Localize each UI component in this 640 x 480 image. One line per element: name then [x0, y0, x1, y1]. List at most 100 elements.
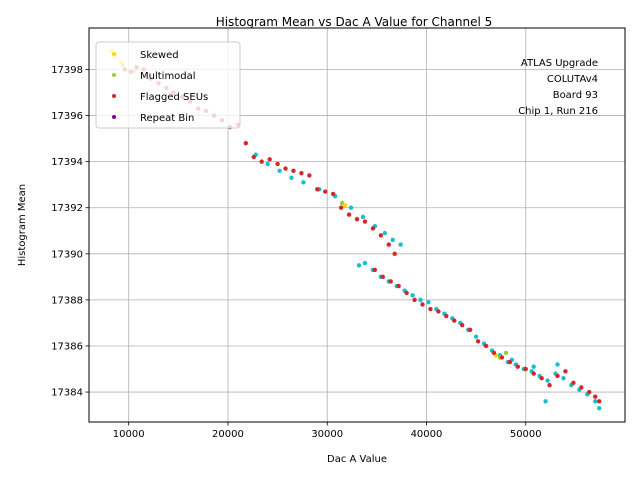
data-point-nominal — [426, 299, 431, 305]
data-point-flagged-seus — [267, 157, 272, 162]
data-point-flagged-seus — [392, 251, 397, 257]
axis-ticks: 10000 20000 30000 40000 50000 17384 17386 17388… — [51, 65, 541, 440]
data-point-flagged-seus — [460, 323, 465, 328]
data-point-flagged-seus — [483, 343, 489, 349]
annotation-line: Board 93 — [553, 90, 598, 101]
x-tick-label: 30000 — [311, 429, 343, 440]
legend-marker-repeat-bin — [112, 115, 116, 119]
plot-frame — [88, 27, 626, 423]
y-tick-label: 17390 — [51, 249, 83, 260]
chart-title: Histogram Mean vs Dac A Value for Channe… — [216, 15, 493, 29]
legend-box — [95, 41, 241, 129]
data-point-nominal — [289, 175, 294, 180]
data-point-flagged-seus — [380, 274, 386, 280]
data-point-flagged-seus — [444, 313, 449, 319]
data-point-nominal — [277, 168, 282, 174]
data-point-flagged-seus — [330, 191, 336, 197]
data-point-flagged-seus — [587, 389, 592, 395]
data-point-flagged-seus — [291, 168, 296, 174]
legend-label-multimodal: Multimodal — [140, 71, 196, 82]
y-axis-label: Histogram Mean — [17, 184, 28, 266]
legend-marker-flagged-seus — [112, 94, 116, 98]
y-tick-label: 17384 — [51, 388, 83, 399]
y-tick-label: 17386 — [51, 341, 83, 352]
data-point-skewed — [342, 203, 348, 208]
legend-marker-skewed — [112, 52, 116, 56]
data-point-flagged-seus — [523, 366, 528, 372]
data-point-flagged-seus — [515, 364, 520, 369]
legend-label-flagged-seus: Flagged SEUs — [140, 92, 208, 103]
data-point-flagged-seus — [428, 306, 433, 312]
legend-label-skewed: Skewed — [140, 50, 179, 61]
data-point-flagged-seus — [307, 173, 312, 178]
annotation-line: COLUTAv4 — [547, 74, 598, 85]
data-point-nominal — [360, 214, 366, 220]
data-point-flagged-seus — [531, 371, 536, 376]
data-point-nominal — [362, 260, 368, 266]
data-point-nominal — [382, 230, 387, 236]
data-point-nominal — [265, 161, 270, 167]
data-point-flagged-seus — [452, 318, 457, 323]
data-point-flagged-seus — [491, 350, 497, 356]
data-point-flagged-seus — [259, 159, 264, 164]
data-point-flagged-seus — [563, 369, 568, 374]
data-point-nominal — [543, 399, 548, 404]
x-tick-label: 10000 — [113, 429, 145, 440]
data-point-nominal — [356, 263, 362, 268]
data-point-nominal — [398, 242, 403, 247]
data-point-flagged-seus — [420, 302, 425, 307]
y-tick-label: 17398 — [51, 65, 83, 76]
data-point-flagged-seus — [388, 279, 393, 284]
data-point-flagged-seus — [283, 166, 288, 171]
y-tick-label: 17392 — [51, 203, 83, 214]
data-point-flagged-seus — [507, 359, 513, 365]
data-point-nominal — [301, 180, 306, 185]
data-point-flagged-seus — [547, 382, 552, 388]
annotation-line: Chip 1, Run 216 — [518, 106, 598, 117]
data-point-nominal — [473, 334, 479, 339]
data-point-flagged-seus — [539, 376, 544, 381]
data-point-flagged-seus — [396, 283, 401, 289]
data-point-multimodal — [503, 350, 509, 356]
data-point-flagged-seus — [571, 380, 576, 386]
data-point-nominal — [410, 293, 415, 298]
data-point-nominal — [561, 376, 566, 381]
data-point-flagged-seus — [275, 161, 280, 167]
grid-lines — [89, 28, 625, 422]
data-point-nominal — [555, 362, 560, 367]
x-axis-label: Dac A Value — [327, 454, 387, 465]
data-point-flagged-seus — [323, 189, 328, 194]
data-point-flagged-seus — [593, 394, 598, 399]
data-point-flagged-seus — [555, 373, 560, 379]
data-point-flagged-seus — [243, 141, 249, 146]
data-point-flagged-seus — [315, 187, 320, 192]
data-point-flagged-seus — [378, 233, 384, 238]
data-point-flagged-seus — [475, 339, 481, 344]
legend: Skewed Multimodal Flagged SEUs Repeat Bin — [95, 41, 241, 129]
data-point-flagged-seus — [299, 170, 304, 176]
data-point-flagged-seus — [404, 290, 409, 296]
annotation-block: ATLAS Upgrade COLUTAv4 Board 93 Chip 1, Run… — [518, 58, 598, 117]
x-tick-label: 40000 — [411, 429, 443, 440]
y-tick-label: 17388 — [51, 295, 83, 306]
data-point-flagged-seus — [362, 219, 368, 224]
data-point-flagged-seus — [467, 327, 473, 333]
data-point-flagged-seus — [354, 217, 360, 222]
annotation-line: ATLAS Upgrade — [521, 58, 598, 69]
data-point-nominal — [593, 399, 598, 404]
x-tick-label: 20000 — [212, 429, 244, 440]
data-point-flagged-seus — [412, 297, 417, 303]
data-point-flagged-seus — [370, 226, 376, 231]
data-point-flagged-seus — [346, 212, 352, 217]
x-tick-label: 50000 — [510, 429, 542, 440]
y-tick-label: 17396 — [51, 111, 83, 122]
data-point-multimodal — [339, 200, 345, 206]
data-point-flagged-seus — [596, 399, 602, 404]
data-point-nominal — [596, 405, 602, 411]
data-point-flagged-seus — [579, 385, 584, 390]
data-point-nominal — [531, 364, 536, 369]
data-point-nominal — [348, 205, 354, 210]
y-tick-label: 17394 — [51, 157, 83, 168]
data-point-flagged-seus — [386, 242, 391, 247]
